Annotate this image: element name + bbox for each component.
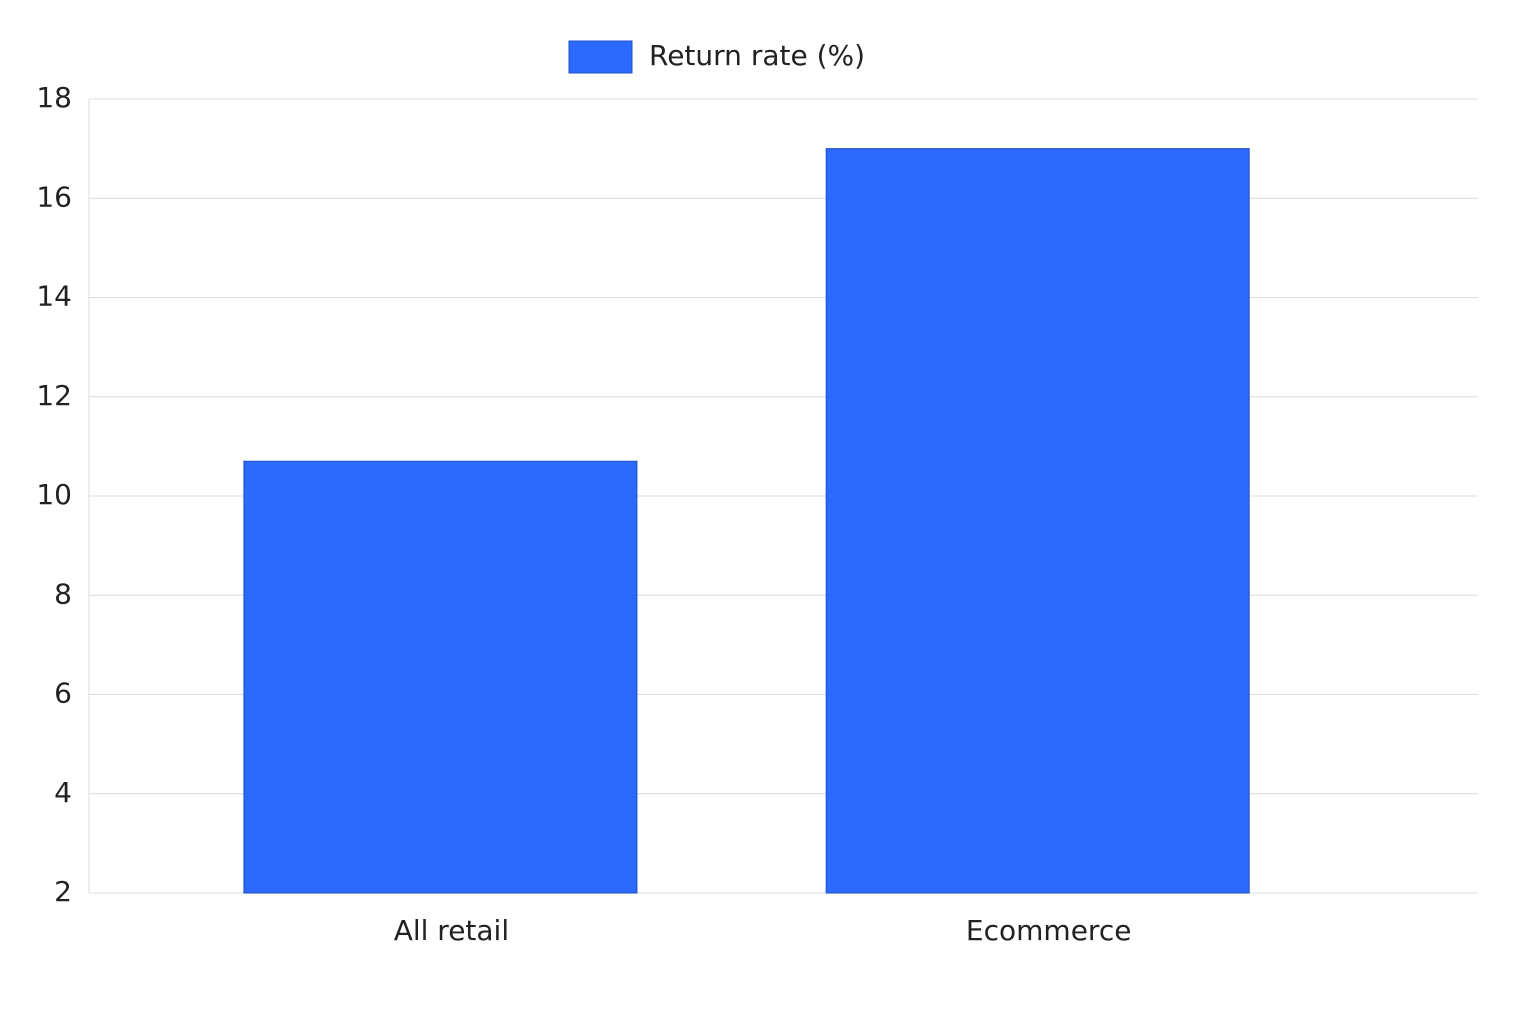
legend-label: Return rate (%) <box>649 39 865 72</box>
y-tick-label: 6 <box>54 677 72 710</box>
y-tick-label: 4 <box>54 776 72 809</box>
y-tick-label: 10 <box>36 478 72 511</box>
bar <box>243 460 638 894</box>
y-tick-label: 18 <box>36 81 72 114</box>
y-tick-label: 14 <box>36 280 72 313</box>
y-tick-label: 12 <box>36 379 72 412</box>
x-tick-label: Ecommerce <box>966 914 1132 947</box>
y-tick-label: 16 <box>36 180 72 213</box>
x-tick-label: All retail <box>394 914 509 947</box>
y-tick-label: 2 <box>54 875 72 908</box>
legend-swatch <box>568 40 633 74</box>
y-tick-label: 8 <box>54 577 72 610</box>
bar <box>825 148 1250 894</box>
